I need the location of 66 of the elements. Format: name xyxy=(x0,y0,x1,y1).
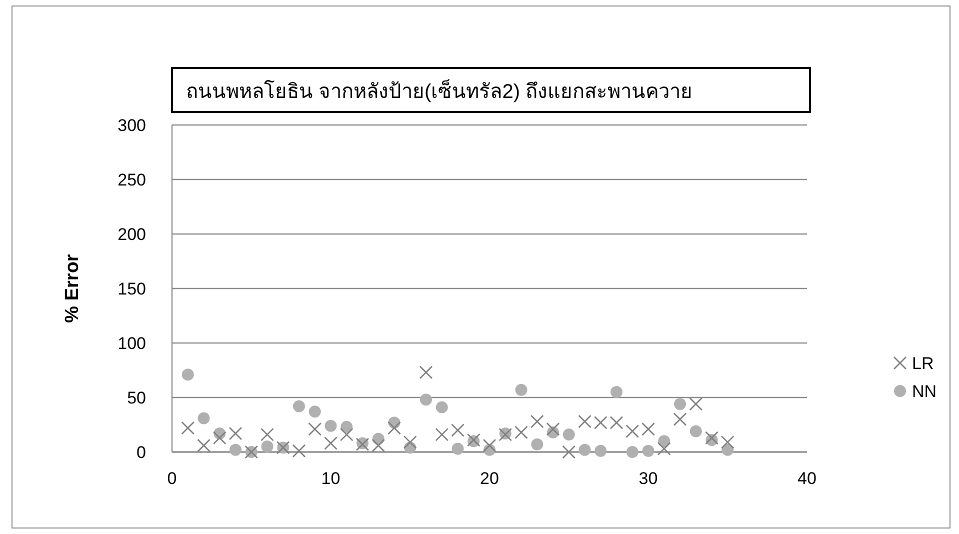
point xyxy=(674,398,686,410)
point xyxy=(482,438,496,452)
point xyxy=(657,442,671,456)
point xyxy=(372,438,386,452)
point xyxy=(515,384,528,396)
point xyxy=(260,428,274,442)
point xyxy=(293,400,305,412)
legend-label: LR xyxy=(912,354,934,373)
point xyxy=(419,366,433,380)
point xyxy=(452,442,464,455)
point xyxy=(197,438,210,452)
y-tick-label: 250 xyxy=(118,170,146,190)
point xyxy=(626,446,638,458)
point xyxy=(673,412,687,426)
point xyxy=(642,444,654,457)
point xyxy=(578,414,592,428)
point xyxy=(514,426,528,440)
point xyxy=(530,414,544,428)
point xyxy=(230,444,242,456)
point xyxy=(181,421,195,435)
y-tick-label: 0 xyxy=(136,443,146,462)
y-tick-label: 100 xyxy=(118,334,146,353)
point xyxy=(642,422,655,436)
point xyxy=(531,438,544,450)
y-tick-label: 50 xyxy=(127,388,146,408)
y-axis-title: % Error xyxy=(62,254,83,323)
point xyxy=(324,436,338,450)
point xyxy=(626,424,640,438)
point xyxy=(610,416,624,430)
x-tick-label: 20 xyxy=(480,469,499,488)
point xyxy=(562,428,575,441)
point xyxy=(451,424,464,437)
y-tick-label: 200 xyxy=(118,225,146,244)
point xyxy=(198,412,210,424)
point xyxy=(420,394,432,406)
point xyxy=(261,440,274,453)
point xyxy=(340,428,354,442)
point xyxy=(388,421,401,435)
point xyxy=(546,422,560,436)
y-tick-label: 150 xyxy=(118,280,146,298)
x-tick-label: 30 xyxy=(638,469,658,488)
point xyxy=(594,416,608,430)
point xyxy=(435,428,449,442)
chart-title: ถนนพหลโยธิน จากหลังป้าย(เซ็นทรัล2) ถึงแยกสะพานควาย xyxy=(186,78,693,103)
point xyxy=(308,422,322,436)
point xyxy=(562,445,576,459)
point xyxy=(228,426,242,440)
point xyxy=(212,431,226,445)
point xyxy=(308,406,321,418)
point xyxy=(292,444,306,458)
x-tick-label: 0 xyxy=(167,469,177,488)
x-tick-label: 40 xyxy=(798,469,816,488)
point xyxy=(436,401,448,414)
legend-label: NN xyxy=(912,382,937,401)
point xyxy=(610,386,622,398)
point xyxy=(182,368,194,381)
point xyxy=(324,420,337,432)
point xyxy=(690,425,702,438)
point xyxy=(705,431,718,445)
point xyxy=(689,397,703,411)
point xyxy=(403,435,417,449)
point xyxy=(720,435,734,449)
point xyxy=(578,444,591,456)
point xyxy=(594,444,607,457)
x-tick-label: 10 xyxy=(321,469,340,488)
y-tick-label: 300 xyxy=(118,116,146,135)
